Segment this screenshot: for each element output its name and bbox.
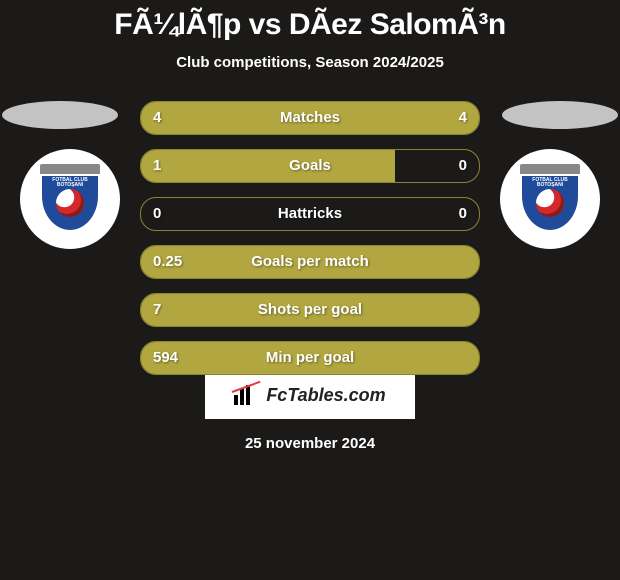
stat-label: Hattricks <box>141 198 479 230</box>
stat-row: 00Hattricks <box>140 197 480 231</box>
club-badge-left: FOTBAL CLUB BOTOȘANI <box>20 149 120 249</box>
stat-row: 44Matches <box>140 101 480 135</box>
date-line: 25 november 2024 <box>0 435 620 452</box>
stat-row: 7Shots per goal <box>140 293 480 327</box>
stats-bars: 44Matches 10Goals 00Hattricks 0.25Goals per… <box>140 101 480 389</box>
shield-icon: FOTBAL CLUB BOTOȘANI <box>40 164 100 234</box>
player-ellipse-right <box>502 101 618 129</box>
content-area: FOTBAL CLUB BOTOȘANI FOTBAL CLUB BOTOȘAN… <box>0 101 620 361</box>
stat-label: Shots per goal <box>141 294 479 326</box>
club-badge-right: FOTBAL CLUB BOTOȘANI <box>500 149 600 249</box>
brand-chart-icon <box>234 385 260 405</box>
comparison-card: FÃ¼lÃ¶p vs DÃ­ez SalomÃ³n Club competiti… <box>0 0 620 580</box>
page-subtitle: Club competitions, Season 2024/2025 <box>0 54 620 71</box>
stat-label: Goals <box>141 150 479 182</box>
shield-icon: FOTBAL CLUB BOTOȘANI <box>520 164 580 234</box>
player-ellipse-left <box>2 101 118 129</box>
stat-label: Min per goal <box>141 342 479 374</box>
page-title: FÃ¼lÃ¶p vs DÃ­ez SalomÃ³n <box>0 0 620 42</box>
stat-label: Goals per match <box>141 246 479 278</box>
stat-row: 10Goals <box>140 149 480 183</box>
stat-row: 594Min per goal <box>140 341 480 375</box>
stat-row: 0.25Goals per match <box>140 245 480 279</box>
stat-label: Matches <box>141 102 479 134</box>
